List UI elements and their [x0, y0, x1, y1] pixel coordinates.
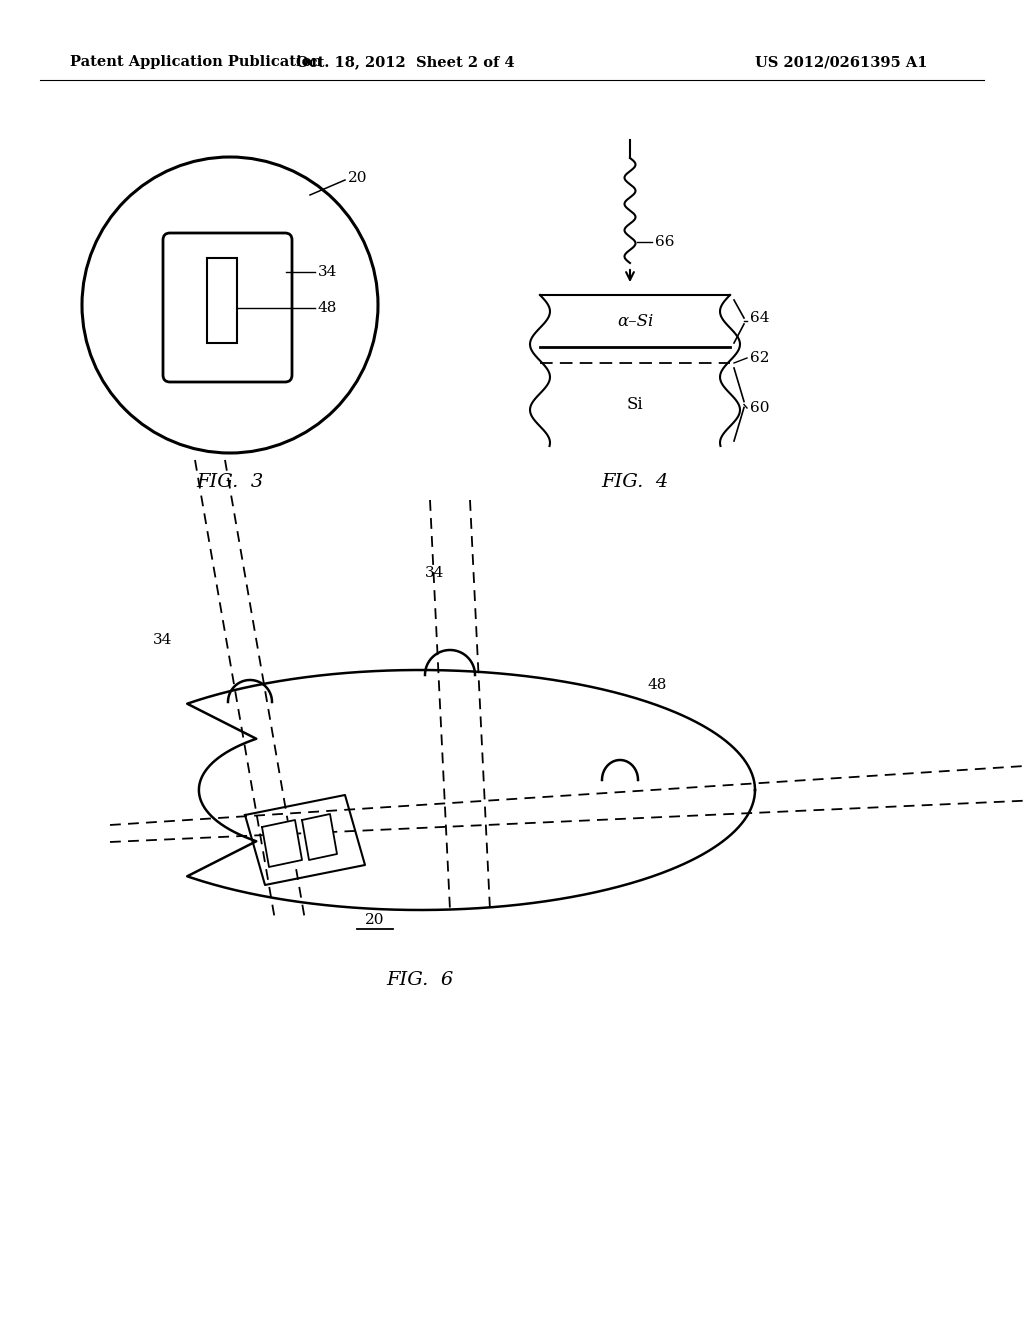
Text: 64: 64: [750, 312, 769, 325]
Text: 60: 60: [750, 401, 769, 414]
Text: 48: 48: [318, 301, 337, 315]
Polygon shape: [302, 814, 337, 861]
Text: 62: 62: [750, 351, 769, 366]
Text: 34: 34: [425, 566, 444, 579]
Text: FIG.  4: FIG. 4: [601, 473, 669, 491]
Text: 20: 20: [348, 172, 368, 185]
Text: FIG.  3: FIG. 3: [197, 473, 263, 491]
Polygon shape: [262, 820, 302, 867]
Text: 20: 20: [366, 913, 385, 927]
Text: α–Si: α–Si: [616, 313, 653, 330]
Text: 48: 48: [647, 678, 667, 692]
Text: US 2012/0261395 A1: US 2012/0261395 A1: [755, 55, 928, 69]
Text: FIG.  6: FIG. 6: [386, 972, 454, 989]
Text: Si: Si: [627, 396, 643, 413]
Polygon shape: [187, 671, 755, 909]
Text: 66: 66: [655, 235, 675, 249]
Text: 34: 34: [318, 265, 337, 279]
Text: 34: 34: [154, 634, 173, 647]
Bar: [207, 257, 237, 343]
Text: Patent Application Publication: Patent Application Publication: [70, 55, 322, 69]
Text: Oct. 18, 2012  Sheet 2 of 4: Oct. 18, 2012 Sheet 2 of 4: [296, 55, 514, 69]
